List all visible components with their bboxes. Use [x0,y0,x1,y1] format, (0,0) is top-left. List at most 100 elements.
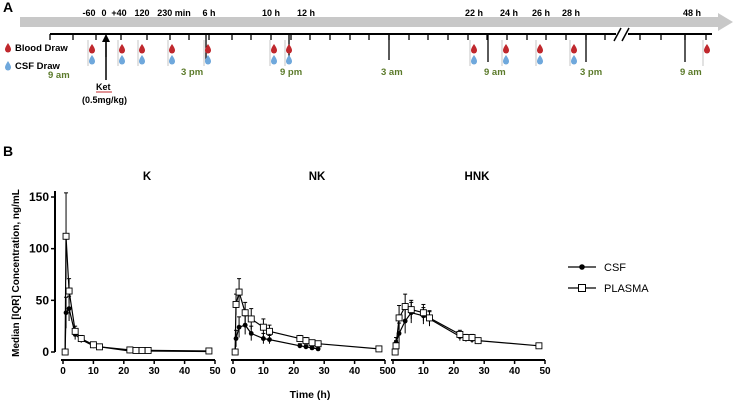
time-label: 0 [101,8,106,18]
data-point-csf [315,346,321,352]
y-axis-label: Median [IQR] Concentration, ng/mL [11,189,22,357]
data-point-plasma [468,334,476,341]
data-point-plasma [247,315,255,323]
draw-markers [87,40,710,66]
csf-drop-icon [89,55,95,65]
dose-amount-label: (0.5mg/kg) [82,95,127,105]
time-label: 120 [134,8,149,18]
x-tick-label: 0 [390,366,396,377]
data-point-plasma [132,347,140,354]
data-point-plasma [308,339,316,347]
time-label: 22 h [465,8,483,18]
blood-drop-icon [271,44,277,54]
time-label: 6 h [202,8,215,18]
x-tick-label: 0 [230,366,236,377]
x-tick-label: 20 [288,366,300,377]
plot-hnk: HNK 0 10 20 30 40 50 [390,171,551,377]
data-point-plasma [71,327,79,335]
x-tick-label: 40 [509,366,521,377]
time-label: 12 h [297,8,315,18]
data-point-plasma [419,309,427,317]
x-tick-label: 20 [118,366,130,377]
data-point-plasma [126,346,134,354]
data-point-plasma [77,335,85,343]
csf-drop-icon [119,55,125,65]
ketamine-dose-marker: Ket (0.5mg/kg) [82,34,127,105]
panel-b-label: B [3,143,13,159]
series-line [64,236,209,353]
csf-drop-icon [471,55,477,65]
blood-draw-legend: Blood Draw [5,43,68,54]
data-point-plasma [61,348,69,356]
time-label: 10 h [262,8,280,18]
plot-nk: NK 0 10 20 30 40 50 [230,171,391,377]
legend-csf: CSF [568,262,626,274]
x-tick-label: 50 [539,366,551,377]
time-label: -60 [82,8,95,18]
blood-draw-label: Blood Draw [15,43,68,54]
csf-draw-legend: CSF Draw [5,61,60,72]
data-point-plasma [401,303,409,310]
x-tick-label: 40 [179,366,191,377]
data-point-csf [297,343,303,349]
blood-drop-icon [89,44,95,54]
series-plasma [231,278,383,356]
time-label: 48 h [683,8,701,18]
blood-drop-icon [503,44,509,54]
data-point-csf [267,337,272,342]
data-point-csf [303,344,309,350]
x-tick-label: 0 [60,366,66,377]
clock-label-9am-1: 9 am [48,70,70,81]
hour-ticks [49,34,707,62]
x-tick-label: 10 [88,366,100,377]
data-point-plasma [375,345,383,353]
data-point-plasma [235,288,243,296]
data-point-plasma [474,337,482,345]
blood-drop-icon [205,44,211,54]
dose-drug-label: Ket [96,82,111,92]
data-point-plasma [407,306,415,314]
x-tick-label: 10 [418,366,430,377]
series-csf [62,295,212,355]
x-tick-label: 30 [479,366,491,377]
time-labels: -60 0 +40 120 230 min 6 h 10 h 12 h 22 h 24 h 26 h… [82,8,701,18]
legend-csf-label: CSF [604,262,626,274]
data-point-plasma [89,341,97,349]
y-tick-label: 150 [29,190,49,204]
data-point-plasma [296,335,304,343]
x-tick-label: 40 [349,366,361,377]
x-tick-label: 30 [149,366,161,377]
legend-plasma-marker [578,284,586,292]
x-tick-label: 50 [209,366,221,377]
x-tick-label: 30 [319,366,331,377]
data-point-plasma [535,342,543,350]
data-point-plasma [462,334,470,341]
csf-drop-icon [503,55,509,65]
clock-label-3pm-2: 3 pm [580,67,602,78]
csf-drop-icon [5,61,11,71]
blood-drop-icon [119,44,125,54]
data-point-plasma [96,343,103,351]
plot-title: HNK [465,171,491,183]
blood-drop-icon [286,44,292,54]
data-point-plasma [392,342,400,350]
csf-drop-icon [571,55,577,65]
csf-drop-icon [271,55,277,65]
time-label: 28 h [562,8,580,18]
data-point-plasma [391,348,399,356]
clock-label-9pm: 9 pm [280,67,302,78]
y-tick-label: 100 [29,242,49,256]
panel-a-timeline: A -60 0 +40 120 230 min 6 h 10 h 12 h 22 h 24 h 26… [3,0,733,105]
blood-drop-icon [169,44,175,54]
data-point-csf [261,336,266,341]
blood-drop-icon [571,44,577,54]
series-line [394,305,539,353]
time-label: +40 [111,8,126,18]
clock-label-3pm-1: 3 pm [181,67,203,78]
series-plasma [61,192,213,356]
data-point-plasma [231,348,239,356]
y-tick-label: 50 [36,293,50,307]
csf-drop-icon [139,55,145,65]
series-line [394,312,479,353]
